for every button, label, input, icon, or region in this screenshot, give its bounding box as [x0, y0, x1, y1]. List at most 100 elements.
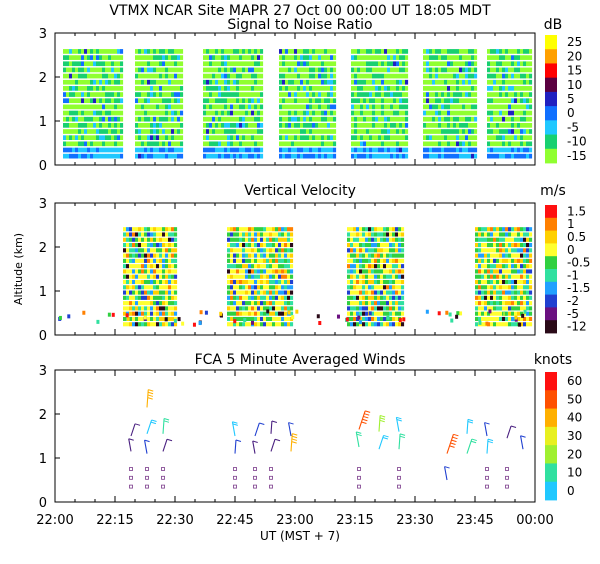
- vv-cell: [171, 290, 175, 295]
- vv-cell: [392, 232, 396, 237]
- snr-cell: [144, 123, 148, 128]
- wind-low-marker: [505, 467, 509, 471]
- snr-cell: [384, 86, 388, 91]
- vv-cell: [475, 243, 479, 248]
- snr-cell: [423, 86, 427, 91]
- snr-cell: [87, 86, 91, 91]
- vv-cell: [138, 274, 142, 279]
- snr-cell: [102, 129, 106, 134]
- snr-cell: [453, 116, 457, 122]
- snr-cell: [303, 104, 307, 110]
- snr-cell: [84, 141, 88, 147]
- snr-cell: [147, 79, 151, 85]
- vv-cell: [269, 232, 273, 237]
- vv-cell: [514, 295, 518, 300]
- snr-cell: [288, 141, 292, 147]
- snr-cell: [63, 86, 67, 91]
- snr-cell: [209, 110, 213, 116]
- vv-cell: [290, 258, 294, 263]
- snr-cell: [508, 153, 512, 159]
- snr-cell: [212, 110, 216, 116]
- snr-cell: [429, 129, 433, 134]
- vv-cell: [478, 274, 482, 279]
- snr-cell: [447, 147, 451, 153]
- vv-cell: [248, 248, 252, 253]
- vv-cell: [520, 306, 524, 311]
- wind-barb: [270, 420, 273, 434]
- vv-cell: [266, 311, 270, 316]
- vv-cell: [356, 306, 360, 311]
- snr-cell: [233, 61, 237, 67]
- snr-cell: [138, 104, 142, 110]
- snr-cell: [511, 92, 515, 97]
- vv-cell: [150, 232, 154, 237]
- snr-cell: [393, 98, 397, 104]
- snr-cell: [105, 92, 109, 97]
- snr-cell: [245, 147, 249, 153]
- snr-cell: [360, 55, 364, 60]
- snr-cell: [306, 49, 310, 54]
- snr-cell: [120, 104, 124, 110]
- vv-cell: [144, 253, 148, 258]
- snr-cell: [81, 92, 85, 97]
- snr-cell: [141, 110, 145, 116]
- snr-cell: [242, 129, 246, 134]
- vv-cell: [284, 295, 288, 300]
- vv-cell: [481, 243, 485, 248]
- vv-cell: [239, 322, 243, 327]
- snr-cell: [66, 123, 70, 128]
- snr-cell: [381, 141, 385, 147]
- snr-cell: [96, 104, 100, 110]
- vv-cell: [266, 295, 270, 300]
- snr-cell: [357, 153, 361, 159]
- vv-cell: [347, 290, 351, 295]
- vv-cell: [153, 274, 157, 279]
- vv-cell: [281, 269, 285, 274]
- snr-cell: [372, 55, 376, 60]
- vv-cell: [278, 279, 282, 285]
- snr-cell: [168, 92, 172, 97]
- snr-cell: [260, 79, 264, 85]
- snr-cell: [526, 141, 530, 147]
- snr-cell: [453, 92, 457, 97]
- snr-cell: [327, 92, 331, 97]
- snr-cell: [520, 147, 524, 153]
- vv-cell: [529, 290, 533, 295]
- vv-cell: [502, 306, 506, 311]
- snr-cell: [117, 92, 121, 97]
- snr-cell: [168, 49, 172, 54]
- snr-cell: [288, 98, 292, 104]
- vv-cell: [514, 301, 518, 306]
- vv-cell: [380, 316, 384, 322]
- vv-cell: [272, 269, 276, 274]
- vv-cell: [371, 316, 375, 322]
- vv-cell: [478, 232, 482, 237]
- snr-cell: [396, 73, 400, 79]
- snr-cell: [203, 49, 207, 54]
- snr-cell: [372, 73, 376, 79]
- snr-cell: [432, 141, 436, 147]
- vv-cell: [123, 301, 127, 306]
- snr-cell: [84, 153, 88, 159]
- snr-cell: [138, 49, 142, 54]
- vv-cell: [347, 232, 351, 237]
- snr-cell: [153, 147, 157, 153]
- snr-cell: [306, 73, 310, 79]
- vv-cell: [392, 243, 396, 248]
- vv-cell: [490, 311, 494, 316]
- snr-cell: [135, 73, 139, 79]
- snr-cell: [174, 79, 178, 85]
- snr-cell: [221, 110, 225, 116]
- snr-cell: [360, 110, 364, 116]
- snr-cell: [69, 98, 73, 104]
- snr-cell: [99, 141, 103, 147]
- vv-cell: [236, 311, 240, 316]
- snr-cell: [387, 79, 391, 85]
- vv-cell: [287, 310, 291, 315]
- snr-cell: [502, 141, 506, 147]
- snr-cell: [453, 49, 457, 54]
- snr-cell: [78, 135, 82, 141]
- snr-cell: [254, 61, 258, 67]
- snr-cell: [180, 73, 184, 79]
- wind-barb-feather: [444, 466, 450, 469]
